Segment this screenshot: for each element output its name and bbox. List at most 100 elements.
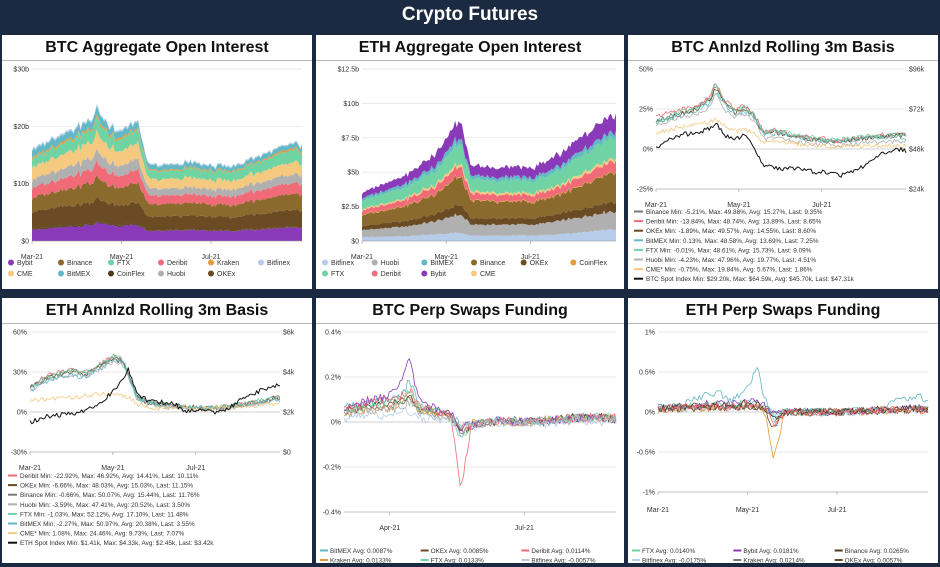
- y2-tick-label: $0: [283, 450, 291, 457]
- legend-entry: Deribit Min: -22.92%, Max: 46.92%, Avg: …: [20, 473, 199, 480]
- line-series-bitmex: [29, 357, 281, 411]
- y-tick-label: $7.5b: [341, 135, 359, 142]
- y-tick-label: 60%: [13, 330, 27, 337]
- legend-entry: BitMEX: [430, 260, 454, 267]
- legend-swatch: [421, 259, 428, 266]
- legend-swatch: [520, 259, 527, 266]
- chart-title: BTC Annlzd Rolling 3m Basis: [628, 35, 938, 61]
- btc-funding-chart: -0.4% -0.2% 0% 0.2% 0.4% Apr-21 Jul-21 BitMEX A…: [320, 330, 617, 564]
- y-tick-label: $5b: [347, 170, 359, 177]
- x-tick-label: May-21: [101, 465, 124, 472]
- area-series-binance: [362, 172, 616, 227]
- x-tick-label: Jul-21: [812, 202, 831, 209]
- x-tick-label: Jul-21: [515, 525, 534, 532]
- y-tick-label: 30%: [13, 370, 27, 377]
- x-tick-label: May-21: [435, 254, 458, 261]
- area-series-ftx: [362, 136, 616, 211]
- legend-entry: Bitfinex Avg: -0.0175%: [642, 558, 707, 564]
- area-series-cme: [362, 157, 616, 212]
- y-tick-label: -0.4%: [323, 510, 341, 517]
- x-tick-label: Jul-21: [201, 254, 220, 261]
- legend-entry: BTC Spot Index Min: $29.20k, Max: $64.59…: [646, 276, 855, 283]
- y-tick-label: $30b: [13, 67, 29, 74]
- legend-swatch: [158, 270, 164, 277]
- y-tick-label: 0.4%: [325, 330, 341, 337]
- area-series-bybit: [362, 113, 616, 201]
- legend-entry: OKEx: [530, 260, 549, 267]
- line-series-cme-: [656, 117, 907, 149]
- y-tick-label: $20b: [13, 124, 29, 131]
- eth-open-interest-chart: $0 $2.5b $5b $7.5b $10b $12.5b Mar-21 May-21 Jul…: [322, 67, 616, 278]
- line-series-huobi: [655, 92, 907, 149]
- eth-funding-panel: ETH Perp Swaps Funding -1% -0.5% 0% 0.5% 1% M…: [628, 298, 938, 563]
- legend-entry: CoinFlex: [117, 271, 145, 278]
- legend-swatch: [108, 270, 114, 277]
- line-series-bitmex: [656, 92, 907, 144]
- y2-tick-label: $4k: [283, 370, 295, 377]
- legend-swatch: [371, 270, 378, 277]
- y-tick-label: $0: [351, 239, 359, 246]
- x-tick-label: May-21: [110, 254, 133, 261]
- legend-entry: Deribit: [167, 260, 187, 267]
- y-tick-label: 0%: [17, 410, 27, 417]
- y-tick-label: 0%: [643, 147, 653, 154]
- legend-swatch: [322, 270, 328, 277]
- y2-tick-label: $72k: [909, 107, 925, 114]
- line-series-eth-spot-index: [29, 367, 281, 425]
- legend-entry: Binance Avg: 0.0265%: [845, 548, 910, 555]
- legend-entry: OKEx Min: -6.66%, Max: 48.03%, Avg: 15.0…: [20, 483, 193, 490]
- legend-entry: Deribit Min: -13.84%, Max: 48.74%, Avg: …: [646, 219, 822, 226]
- legend-entry: OKEx: [217, 271, 236, 278]
- y-tick-label: 50%: [639, 67, 653, 74]
- eth-open-interest-panel: ETH Aggregate Open Interest $0 $2.5b $5b $7…: [316, 35, 624, 289]
- area-series-coinflex: [362, 171, 616, 217]
- legend-entry: Binance: [480, 260, 505, 267]
- y-tick-label: 0%: [331, 420, 341, 427]
- y-tick-label: 0.2%: [325, 375, 341, 382]
- legend-swatch: [471, 270, 477, 277]
- legend-swatch: [8, 270, 14, 277]
- line-series-ftx: [29, 353, 281, 410]
- y2-tick-label: $6k: [283, 330, 295, 337]
- line-series-bitfinex: [343, 407, 617, 438]
- area-series-coinflex: [32, 221, 302, 232]
- legend-entry: BitMEX Min: -2.27%, Max: 50.97%, Avg: 20…: [20, 521, 195, 528]
- line-series-deribit: [343, 388, 617, 486]
- legend-entry: Bybit: [17, 260, 33, 267]
- legend-entry: CME* Min: 1.08%, Max: 24.46%, Avg: 9.73%…: [20, 531, 185, 538]
- line-series-bitmex: [657, 367, 929, 424]
- line-series-btc-spot-index: [655, 122, 907, 178]
- y-tick-label: 25%: [639, 107, 653, 114]
- btc-open-interest-chart: $0 $10b $20b $30b Mar-21 May-21 Jul-21 Bybit Bin…: [8, 67, 302, 278]
- line-series-binance: [29, 356, 281, 411]
- legend-entry: Bitfinex: [331, 260, 354, 267]
- legend-swatch: [108, 259, 114, 266]
- y-tick-label: 0.5%: [639, 370, 655, 377]
- legend-entry: Bybit Avg: 0.0181%: [743, 548, 799, 555]
- dashboard-title: Crypto Futures: [0, 0, 940, 30]
- x-tick-label: Mar-21: [21, 254, 43, 261]
- legend-entry: Huobi: [381, 260, 400, 267]
- x-tick-label: Mar-21: [19, 465, 41, 472]
- legend-entry: OKEx Avg: 0.0057%: [845, 558, 903, 564]
- eth-basis-chart: -30% 0% 30% 60% $0 $2k $4k $6k Mar-21 May-21 Jul-2…: [8, 330, 295, 547]
- legend-entry: FTX: [117, 260, 131, 267]
- y-tick-label: -0.5%: [637, 450, 655, 457]
- legend-entry: Kraken Avg: 0.0133%: [330, 558, 392, 564]
- legend-entry: CoinFlex: [579, 260, 607, 267]
- legend-entry: CME: [480, 271, 496, 278]
- x-tick-label: Jul-21: [827, 507, 846, 514]
- legend-entry: Huobi Min: -3.59%, Max: 47.41%, Avg: 20.…: [20, 502, 190, 509]
- legend-swatch: [421, 270, 428, 277]
- y-tick-label: $2.5b: [341, 204, 359, 211]
- legend-entry: Deribit: [381, 271, 401, 278]
- line-series-ftx: [655, 83, 907, 142]
- legend-entry: Huobi Min: -4.23%, Max: 47.96%, Avg: 19.…: [646, 257, 816, 264]
- legend-entry: CME: [17, 271, 33, 278]
- legend-entry: FTX Min: -1.03%, Max: 52.12%, Avg: 17.10…: [20, 511, 189, 518]
- area-series-bitmex: [362, 130, 616, 203]
- legend-entry: Deribit Avg: 0.0114%: [531, 548, 590, 555]
- x-tick-label: Jul-21: [186, 465, 205, 472]
- legend-swatch: [371, 259, 378, 266]
- chart-title: BTC Aggregate Open Interest: [2, 35, 312, 61]
